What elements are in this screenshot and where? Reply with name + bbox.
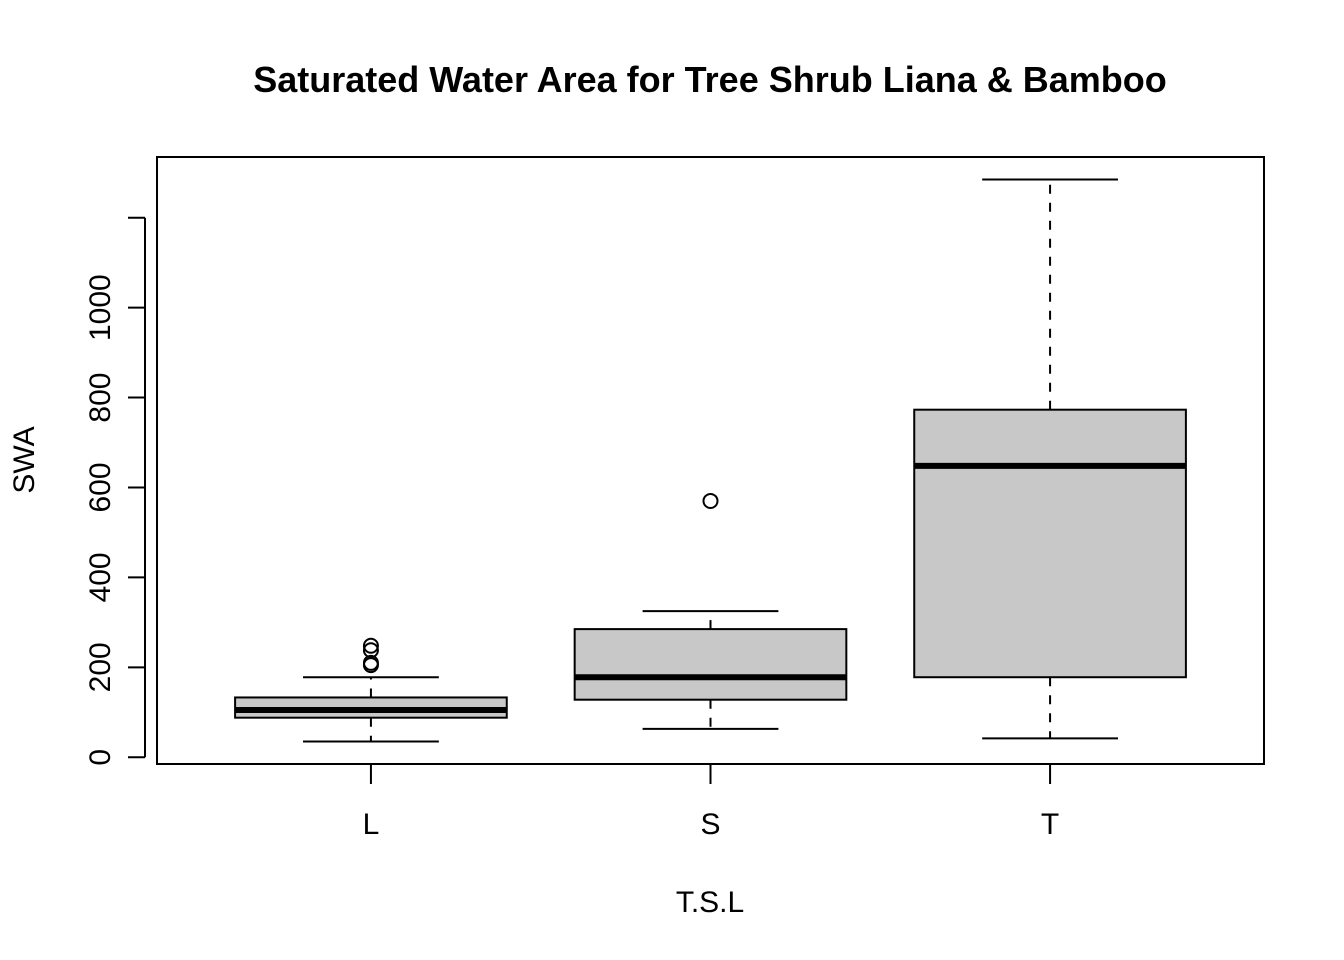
box-S bbox=[573, 492, 848, 730]
x-tick-label: S bbox=[700, 808, 720, 841]
y-tick-label: 200 bbox=[84, 642, 117, 692]
outlier-point bbox=[702, 492, 719, 509]
x-tick-label: T bbox=[1041, 808, 1059, 841]
box-T bbox=[913, 178, 1187, 740]
y-tick-label: 400 bbox=[84, 552, 117, 602]
y-tick-label: 600 bbox=[84, 462, 117, 512]
outlier-point bbox=[362, 637, 379, 654]
y-tick-label: 800 bbox=[84, 373, 117, 423]
y-axis: 0 200 400 600 800 1000 bbox=[84, 216, 146, 766]
outlier-point bbox=[362, 642, 379, 659]
outlier-point bbox=[362, 654, 379, 671]
x-tick-label: L bbox=[363, 808, 380, 841]
iqr-box bbox=[913, 408, 1187, 679]
iqr-box bbox=[573, 628, 848, 701]
y-tick-label: 1000 bbox=[84, 274, 117, 341]
y-axis-label: SWA bbox=[8, 426, 41, 493]
box-series bbox=[234, 178, 1187, 743]
y-tick-label: 0 bbox=[84, 749, 117, 766]
x-axis-label: T.S.L bbox=[676, 886, 744, 919]
box-L bbox=[234, 637, 508, 743]
chart-title: Saturated Water Area for Tree Shrub Lian… bbox=[253, 59, 1167, 100]
